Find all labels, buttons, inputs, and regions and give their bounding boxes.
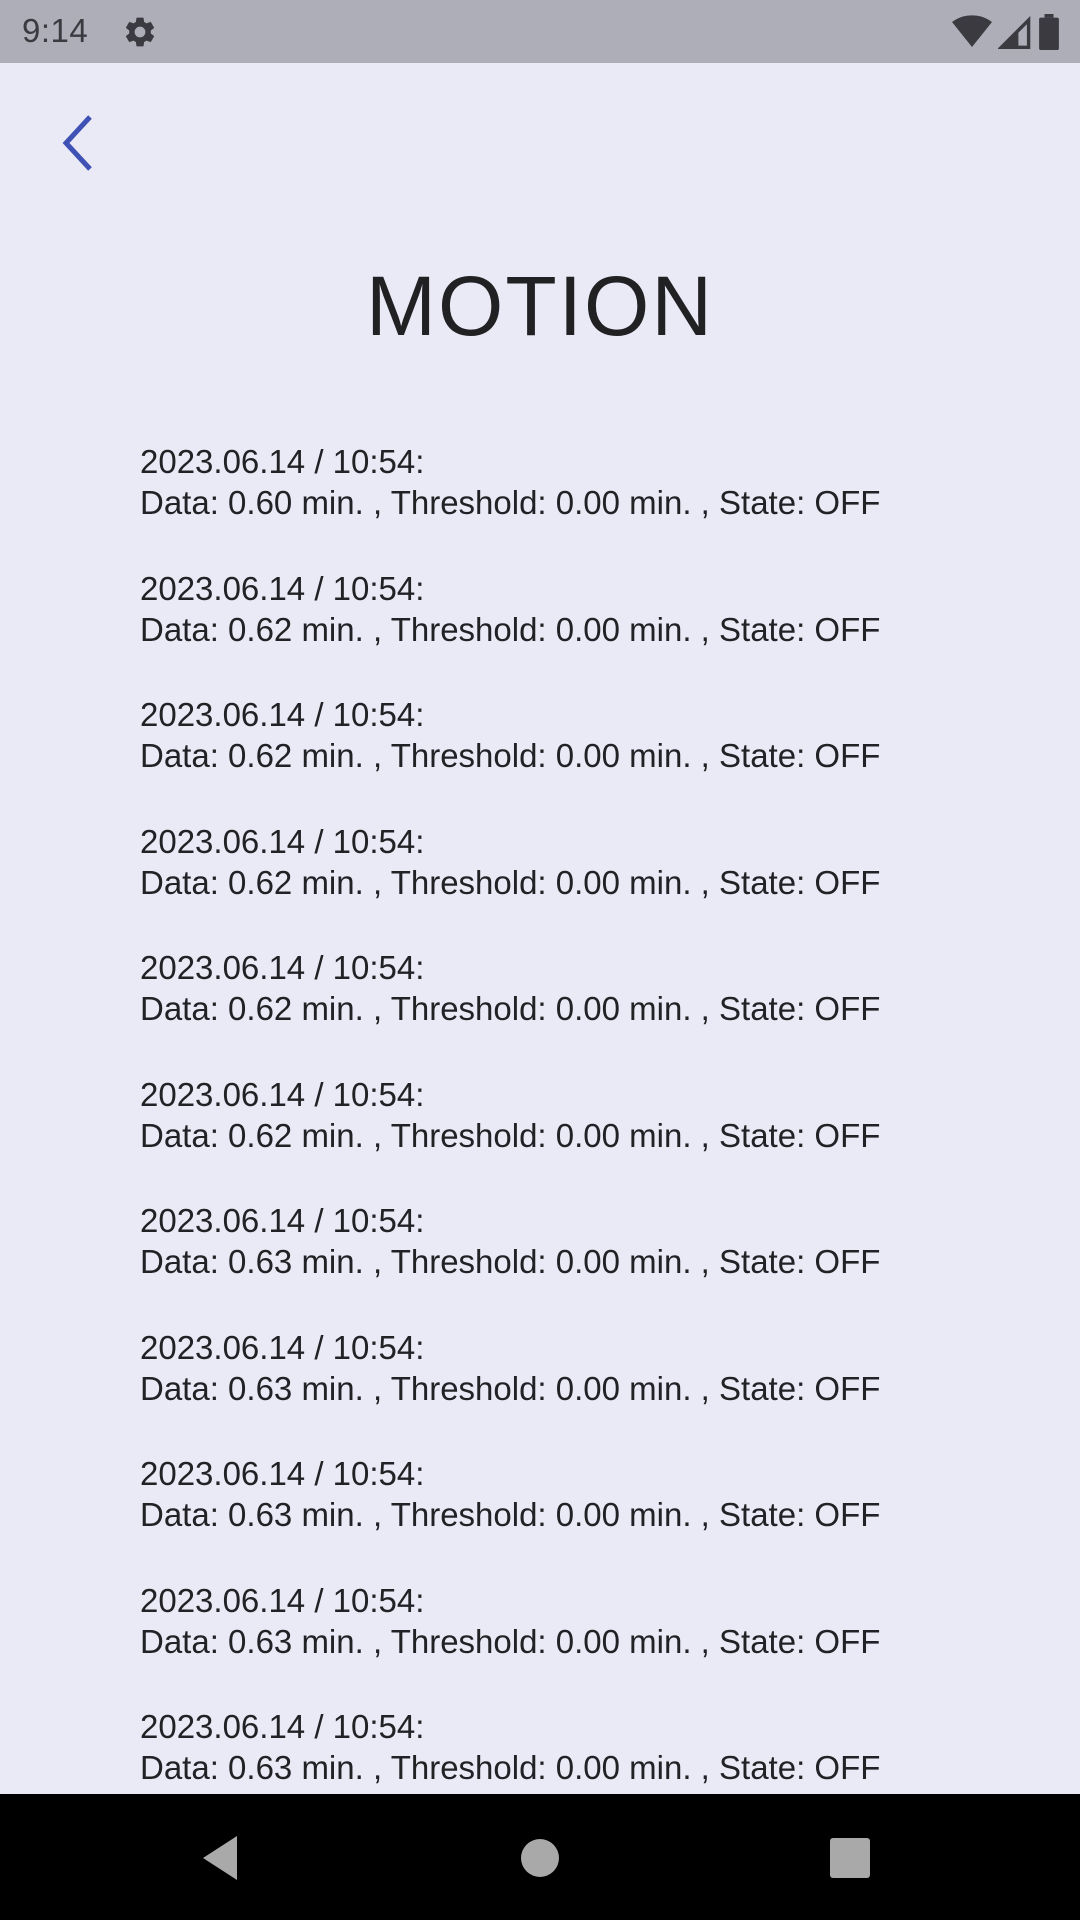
log-timestamp: 2023.06.14 / 10:54: — [140, 1202, 425, 1239]
log-details: Data: 0.60 min. , Threshold: 0.00 min. ,… — [140, 484, 881, 521]
nav-home-icon — [521, 1839, 559, 1877]
log-details: Data: 0.62 min. , Threshold: 0.00 min. ,… — [140, 610, 881, 648]
log-entry: 2023.06.14 / 10:54: Data: 0.62 min. , Th… — [140, 568, 1040, 695]
back-button[interactable] — [52, 111, 110, 175]
status-time: 9:14 — [22, 12, 89, 49]
log-details: Data: 0.62 min. , Threshold: 0.00 min. ,… — [140, 1116, 881, 1154]
log-details: Data: 0.62 min. , Threshold: 0.00 min. ,… — [140, 737, 881, 774]
log-timestamp: 2023.06.14 / 10:54: — [140, 949, 425, 986]
log-timestamp: 2023.06.14 / 10:54: — [140, 569, 425, 607]
log-entry: 2023.06.14 / 10:54: Data: 0.63 min. , Th… — [140, 1580, 1040, 1707]
log-timestamp: 2023.06.14 / 10:54: — [140, 1455, 425, 1492]
log-details: Data: 0.63 min. , Threshold: 0.00 min. ,… — [140, 1496, 881, 1533]
log-entry: 2023.06.14 / 10:54: Data: 0.62 min. , Th… — [140, 1074, 1040, 1201]
log-timestamp: 2023.06.14 / 10:54: — [140, 1581, 425, 1619]
app-content: MOTION 2023.06.14 / 10:54: Data: 0.60 mi… — [0, 63, 1080, 1794]
log-details: Data: 0.63 min. , Threshold: 0.00 min. ,… — [140, 1622, 881, 1660]
log-details: Data: 0.62 min. , Threshold: 0.00 min. ,… — [140, 990, 881, 1027]
wifi-icon — [952, 15, 992, 48]
log-details: Data: 0.62 min. , Threshold: 0.00 min. ,… — [140, 863, 881, 901]
log-timestamp: 2023.06.14 / 10:54: — [140, 1708, 425, 1745]
log-entry: 2023.06.14 / 10:54: Data: 0.63 min. , Th… — [140, 1327, 1040, 1454]
status-bar: 9:14 — [0, 0, 1080, 63]
nav-home-button[interactable] — [512, 1830, 568, 1886]
log-entry: 2023.06.14 / 10:54: Data: 0.63 min. , Th… — [140, 1706, 1040, 1794]
log-entry: 2023.06.14 / 10:54: Data: 0.62 min. , Th… — [140, 821, 1040, 948]
gear-icon — [125, 17, 155, 47]
status-icons — [952, 14, 1060, 50]
log-timestamp: 2023.06.14 / 10:54: — [140, 443, 425, 480]
log-entry: 2023.06.14 / 10:54: Data: 0.62 min. , Th… — [140, 947, 1040, 1074]
navigation-bar — [0, 1794, 1080, 1920]
battery-icon — [1039, 14, 1059, 50]
nav-recents-icon — [830, 1838, 870, 1878]
log-timestamp: 2023.06.14 / 10:54: — [140, 1075, 425, 1113]
log-entry: 2023.06.14 / 10:54: Data: 0.62 min. , Th… — [140, 694, 1040, 821]
log-entry: 2023.06.14 / 10:54: Data: 0.63 min. , Th… — [140, 1200, 1040, 1327]
nav-back-button[interactable] — [197, 1830, 253, 1886]
log-timestamp: 2023.06.14 / 10:54: — [140, 822, 425, 860]
nav-back-icon — [203, 1836, 237, 1880]
log-entry: 2023.06.14 / 10:54: Data: 0.63 min. , Th… — [140, 1453, 1040, 1580]
page-title: MOTION — [366, 259, 714, 353]
log-timestamp: 2023.06.14 / 10:54: — [140, 696, 425, 733]
chevron-left-icon — [62, 115, 92, 171]
cell-signal-icon — [998, 15, 1031, 49]
log-entry: 2023.06.14 / 10:54: Data: 0.60 min. , Th… — [140, 441, 1040, 568]
log-details: Data: 0.63 min. , Threshold: 0.00 min. ,… — [140, 1243, 881, 1280]
log-details: Data: 0.63 min. , Threshold: 0.00 min. ,… — [140, 1749, 881, 1786]
nav-recents-button[interactable] — [822, 1830, 878, 1886]
log-details: Data: 0.63 min. , Threshold: 0.00 min. ,… — [140, 1369, 881, 1407]
log-list: 2023.06.14 / 10:54: Data: 0.60 min. , Th… — [140, 441, 1040, 1794]
log-timestamp: 2023.06.14 / 10:54: — [140, 1328, 425, 1366]
